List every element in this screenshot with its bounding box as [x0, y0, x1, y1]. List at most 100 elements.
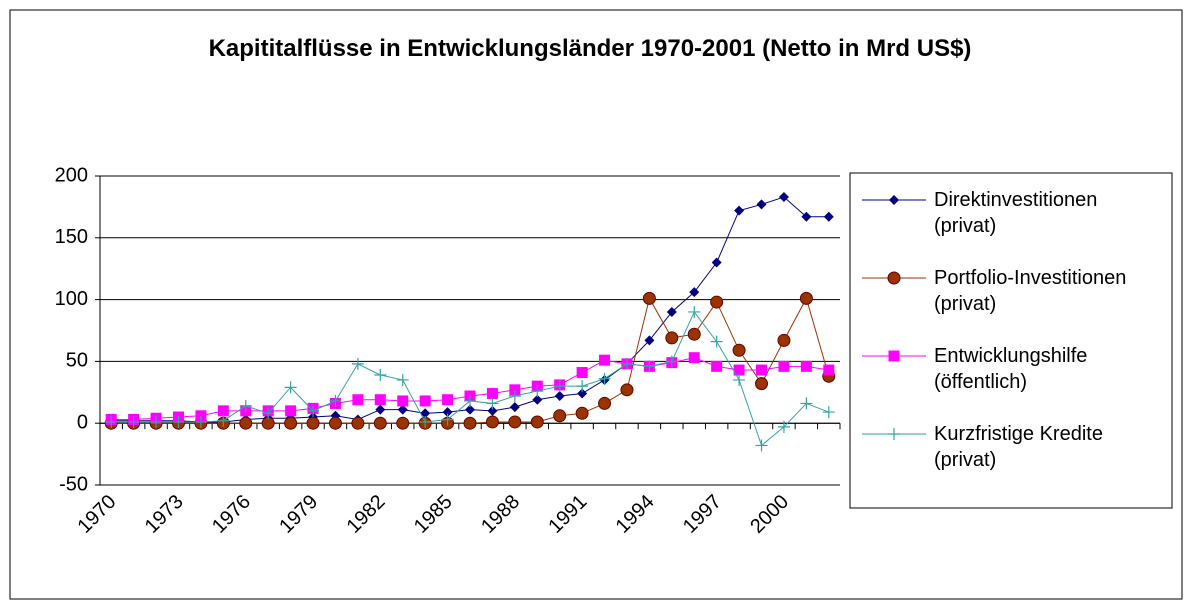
marker [285, 405, 297, 417]
marker [284, 381, 297, 394]
marker [755, 377, 769, 391]
marker [576, 367, 588, 379]
marker [486, 388, 498, 400]
marker [351, 357, 364, 370]
marker [531, 385, 544, 398]
marker [734, 205, 745, 216]
x-tick-label: 1994 [612, 491, 659, 538]
marker [888, 350, 900, 362]
marker [710, 295, 724, 309]
marker [755, 439, 768, 452]
marker [307, 404, 320, 417]
y-tick-label: 0 [77, 411, 88, 433]
marker [508, 390, 521, 403]
chart-title: Kapititalflüsse in Entwicklungsländer 19… [208, 35, 972, 62]
marker [644, 335, 655, 346]
marker [485, 415, 499, 429]
marker [530, 415, 544, 429]
marker [351, 416, 365, 430]
marker [396, 416, 410, 430]
marker [284, 416, 298, 430]
marker [575, 406, 589, 420]
marker [801, 211, 812, 222]
marker [375, 404, 386, 415]
marker [665, 331, 679, 345]
marker [262, 407, 275, 420]
marker [127, 415, 140, 428]
x-tick-label: 1979 [275, 491, 322, 538]
marker [778, 360, 790, 372]
marker [711, 257, 722, 268]
marker [419, 395, 431, 407]
marker [442, 394, 454, 406]
marker [620, 383, 634, 397]
series-line [111, 196, 829, 423]
marker [306, 416, 320, 430]
marker [217, 405, 229, 417]
marker [442, 407, 453, 418]
marker [888, 428, 900, 440]
marker [396, 373, 409, 386]
legend-label: Direktinvestitionen (privat) [934, 189, 1098, 237]
legend-box [849, 172, 1173, 509]
marker [329, 394, 342, 407]
marker [397, 404, 408, 415]
x-tick-label: 1970 [73, 491, 120, 538]
legend-label: Portfolio-Investitionen (privat) [934, 267, 1127, 315]
legend-label: Kurzfristige Kredite (privat) [934, 423, 1103, 471]
marker [598, 396, 612, 410]
marker [373, 416, 387, 430]
marker [777, 420, 790, 433]
marker [756, 364, 768, 376]
marker [508, 415, 522, 429]
marker [553, 380, 566, 393]
marker [620, 357, 633, 370]
y-tick-label: -50 [59, 473, 88, 495]
marker [239, 399, 252, 412]
marker [553, 409, 567, 423]
marker [419, 415, 432, 428]
y-tick-label: 50 [66, 350, 88, 372]
marker [800, 360, 812, 372]
marker [487, 405, 498, 416]
marker [463, 416, 477, 430]
marker [239, 416, 253, 430]
marker [352, 394, 364, 406]
marker [733, 373, 746, 386]
marker [642, 291, 656, 305]
marker [486, 397, 499, 410]
marker [689, 287, 700, 298]
x-tick-label: 1985 [410, 491, 457, 538]
marker [195, 410, 207, 422]
marker [441, 413, 454, 426]
x-tick-label: 1973 [141, 491, 188, 538]
marker [599, 354, 611, 366]
marker [822, 406, 835, 419]
x-tick-label: 1997 [679, 491, 726, 538]
marker [150, 415, 163, 428]
y-tick-label: 200 [55, 164, 88, 186]
marker [710, 335, 723, 348]
marker [643, 360, 656, 373]
marker [464, 394, 476, 407]
marker [374, 368, 387, 381]
x-tick-label: 1982 [343, 491, 390, 538]
marker [397, 395, 409, 407]
marker [532, 394, 543, 405]
marker [194, 415, 207, 428]
y-tick-label: 150 [55, 226, 88, 248]
marker [509, 402, 520, 413]
marker [732, 343, 746, 357]
x-tick-label: 1988 [477, 491, 524, 538]
chart-border [9, 9, 1183, 600]
marker [800, 397, 813, 410]
x-tick-label: 2000 [746, 491, 793, 538]
marker [576, 380, 589, 393]
marker [105, 415, 118, 428]
marker [217, 414, 230, 427]
marker [554, 391, 565, 402]
marker [688, 305, 701, 318]
y-tick-label: 100 [55, 288, 88, 310]
